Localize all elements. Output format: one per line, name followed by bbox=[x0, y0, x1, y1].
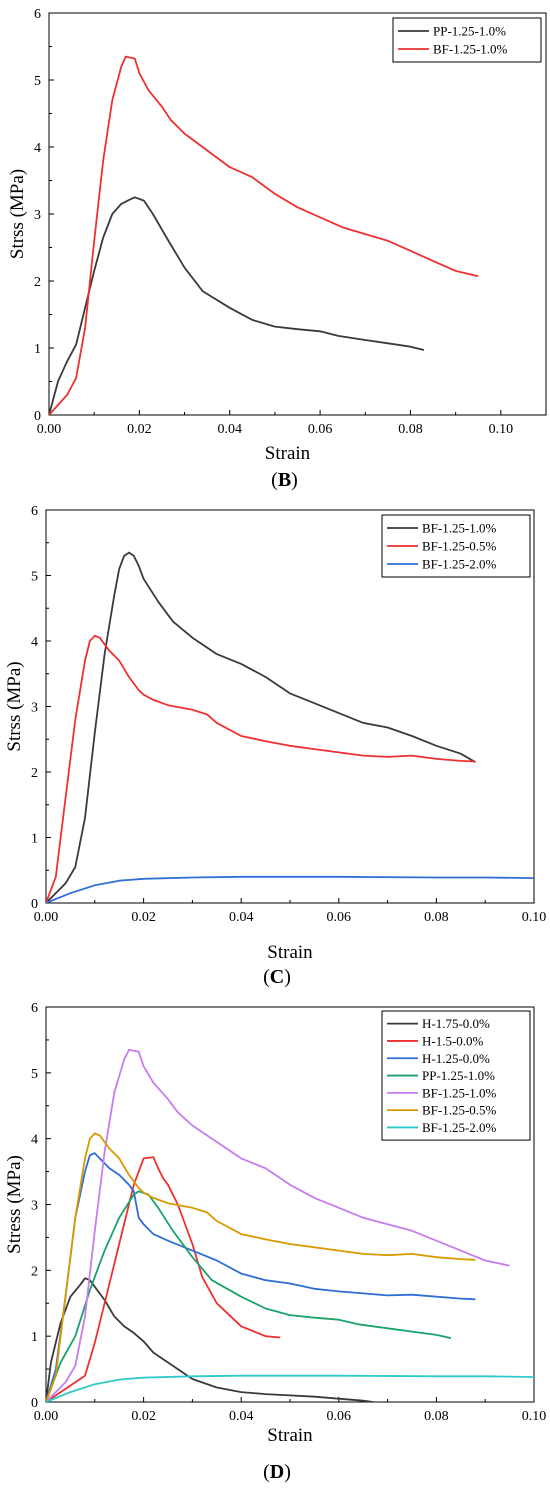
chart-panel-b: 0.00 0.02 0.04 0.06 0.08 0.10 0 1 2 3 4 5 6 PP-1.25-1… bbox=[7, 7, 547, 490]
series-line bbox=[46, 1156, 281, 1402]
y-tick-label: 5 bbox=[34, 74, 41, 89]
y-tick-label: 2 bbox=[34, 275, 41, 290]
series-line bbox=[46, 1152, 476, 1402]
x-tick-label: 0.04 bbox=[229, 910, 254, 925]
y-tick-label: 3 bbox=[34, 208, 41, 223]
y-tick-label: 0 bbox=[31, 1396, 38, 1411]
legend-label: H-1.25-0.0% bbox=[422, 1051, 490, 1066]
x-tick-label: 0.06 bbox=[327, 1409, 352, 1424]
y-axis-title: Strss (MPa) bbox=[4, 661, 25, 751]
x-tick-label: 0.04 bbox=[217, 422, 242, 437]
y-tick-label: 0 bbox=[31, 897, 38, 912]
series-line bbox=[46, 875, 534, 903]
x-tick-label: 0.02 bbox=[131, 1409, 156, 1424]
legend-box bbox=[392, 17, 542, 63]
series-line bbox=[49, 196, 425, 415]
x-tick-label: 0.10 bbox=[522, 910, 547, 925]
y-tick-label: 5 bbox=[31, 570, 38, 585]
legend-label: BF-1.25-1.0% bbox=[422, 521, 497, 536]
series-line bbox=[46, 1277, 374, 1402]
legend-label: BF-1.25-2.0% bbox=[422, 1120, 497, 1135]
y-tick-label: 2 bbox=[31, 766, 38, 781]
legend-label: PP-1.25-1.0% bbox=[422, 1068, 495, 1083]
y-tick-label: 5 bbox=[31, 1067, 38, 1082]
x-tick-label: 0.06 bbox=[327, 910, 352, 925]
legend-label: BF-1.25-2.0% bbox=[422, 557, 497, 572]
x-tick-label: 0.08 bbox=[424, 1409, 449, 1424]
x-tick-label: 0.02 bbox=[131, 910, 156, 925]
y-axis-title: Stress (MPa) bbox=[4, 1155, 25, 1254]
legend-label: BF-1.25-0.5% bbox=[422, 539, 497, 554]
series-line bbox=[46, 634, 476, 903]
panel-label: (B) bbox=[271, 469, 298, 490]
y-tick-label: 4 bbox=[34, 141, 41, 156]
series-line bbox=[46, 551, 476, 903]
series-line bbox=[46, 1374, 534, 1402]
x-tick-label: 0.04 bbox=[229, 1409, 254, 1424]
legend-label: PP-1.25-1.0% bbox=[433, 24, 506, 39]
y-tick-label: 3 bbox=[31, 701, 38, 716]
y-axis-title: Strss (MPa) bbox=[7, 169, 28, 259]
y-tick-label: 1 bbox=[31, 832, 38, 847]
series-line bbox=[46, 1132, 476, 1402]
x-tick-label: 0.00 bbox=[37, 422, 62, 437]
x-axis-title: Strain bbox=[265, 443, 311, 464]
x-tick-label: 0.00 bbox=[34, 910, 59, 925]
x-tick-label: 0.00 bbox=[34, 1409, 59, 1424]
x-tick-label: 0.08 bbox=[424, 910, 449, 925]
legend-label: BF-1.25-1.0% bbox=[433, 42, 508, 57]
x-tick-label: 0.10 bbox=[489, 422, 514, 437]
y-tick-label: 1 bbox=[34, 342, 41, 357]
legend-label: H-1.5-0.0% bbox=[422, 1033, 484, 1048]
panel-label: (D) bbox=[263, 1461, 291, 1483]
y-tick-label: 4 bbox=[31, 1133, 38, 1148]
x-axis-title: Strain bbox=[267, 1425, 313, 1446]
series-line bbox=[46, 1048, 510, 1402]
x-tick-label: 0.08 bbox=[398, 422, 423, 437]
chart-panel-c: 0.00 0.02 0.04 0.06 0.08 0.10 0 1 2 3 4 5 6 BF-1.25-1… bbox=[4, 504, 547, 987]
y-tick-label: 6 bbox=[31, 504, 38, 519]
y-tick-label: 6 bbox=[31, 1001, 38, 1016]
plot-frame bbox=[48, 12, 547, 416]
y-tick-label: 4 bbox=[31, 635, 38, 650]
series-line bbox=[49, 55, 479, 415]
x-tick-label: 0.10 bbox=[522, 1409, 547, 1424]
y-tick-label: 1 bbox=[31, 1330, 38, 1345]
y-tick-label: 0 bbox=[34, 409, 41, 424]
legend-label: BF-1.25-0.5% bbox=[422, 1103, 497, 1118]
y-tick-label: 2 bbox=[31, 1264, 38, 1279]
y-tick-label: 6 bbox=[34, 7, 41, 22]
chart-panel-d: 0.00 0.02 0.04 0.06 0.08 0.10 0 1 2 3 4 5 6 H-1.75-0.… bbox=[4, 1001, 547, 1483]
series-line bbox=[46, 1190, 452, 1402]
x-axis-title: Strain bbox=[267, 942, 313, 963]
legend-label: H-1.75-0.0% bbox=[422, 1016, 490, 1031]
panel-label: (C) bbox=[263, 966, 291, 987]
x-tick-label: 0.06 bbox=[308, 422, 333, 437]
x-tick-label: 0.02 bbox=[127, 422, 152, 437]
legend-label: BF-1.25-1.0% bbox=[422, 1085, 497, 1100]
y-tick-label: 3 bbox=[31, 1199, 38, 1214]
